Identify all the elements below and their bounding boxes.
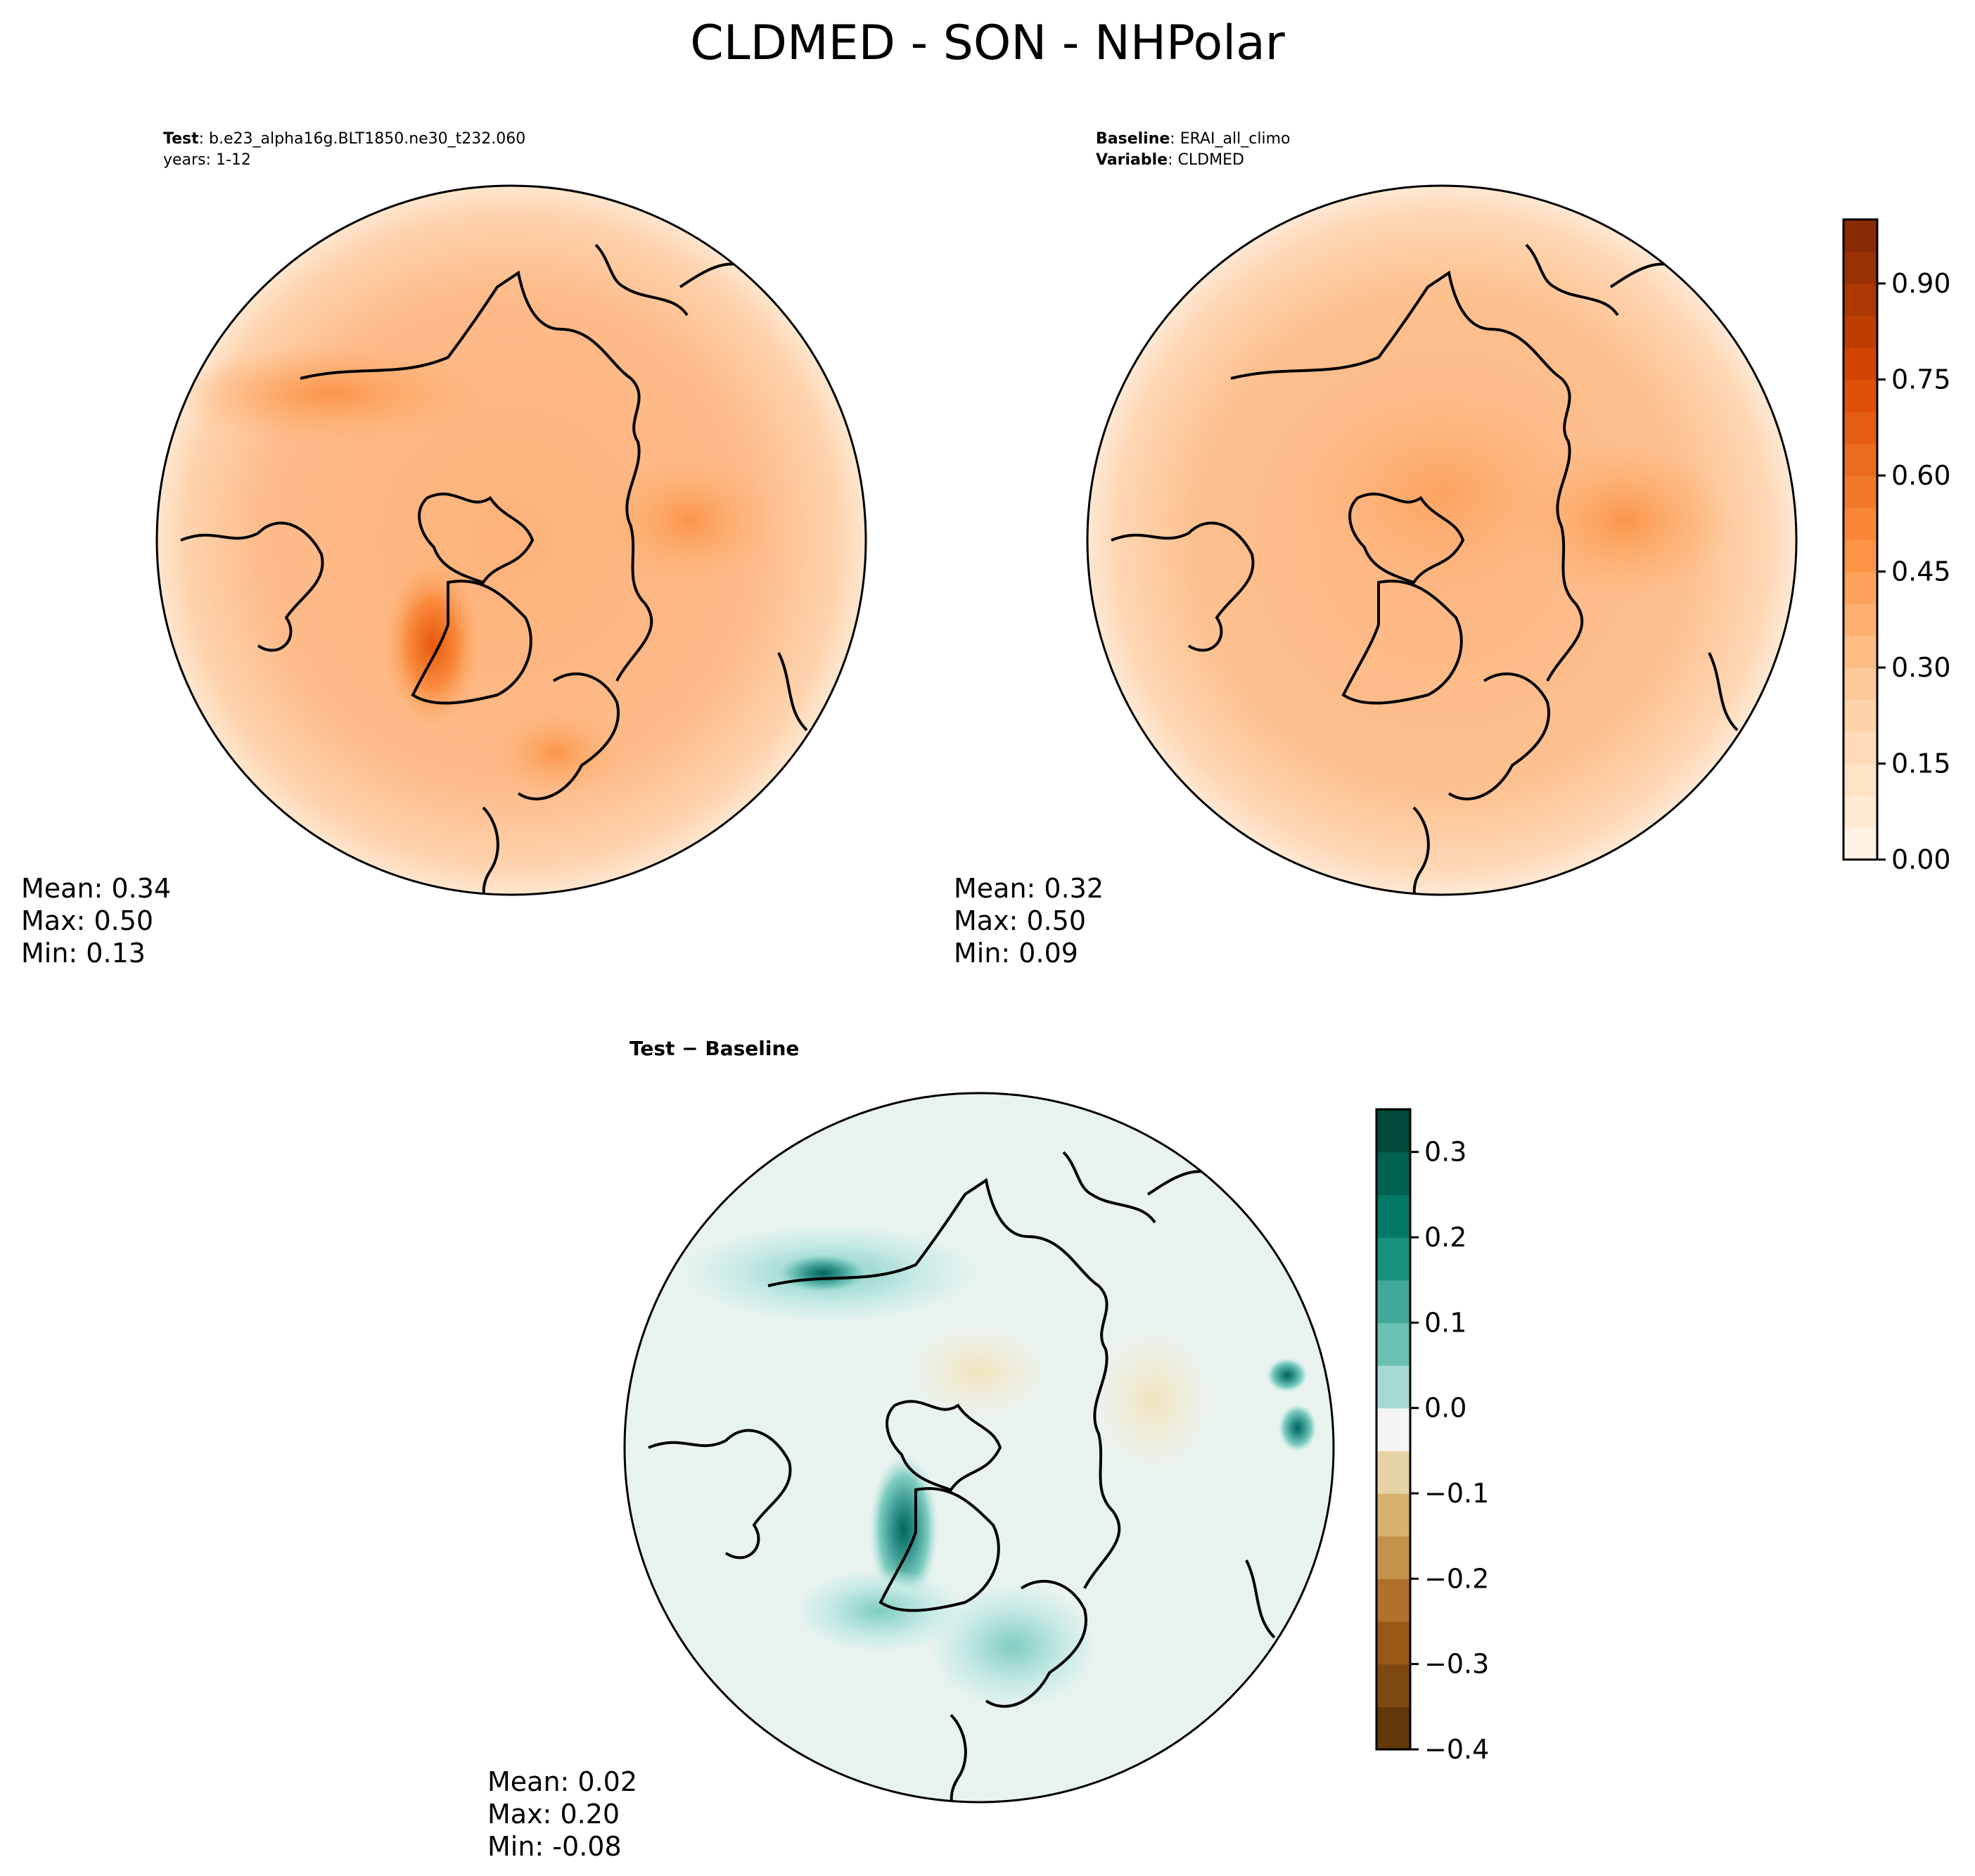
test-stats: Mean: 0.34 Max: 0.50 Min: 0.13 (21, 872, 171, 969)
colorbar-frame (1375, 1108, 1412, 1751)
figure-title: CLDMED - SON - NHPolar (690, 15, 1285, 71)
colorbar-segment (1843, 732, 1877, 765)
colorbar-tick-label: 0.60 (1891, 460, 1951, 491)
baseline-mean: Mean: 0.32 (954, 873, 1104, 904)
diff-mean: Mean: 0.02 (487, 1766, 638, 1797)
colorbar-segment (1843, 411, 1877, 445)
colorbar-tick-label: −0.2 (1424, 1563, 1489, 1594)
colorbar-segment (1376, 1578, 1410, 1622)
test-label-value: b.e23_alpha16g.BLT1850.ne30_t232.060 (209, 130, 526, 148)
colorbar-segment (1376, 1109, 1410, 1153)
colorbar-segment (1376, 1536, 1410, 1579)
colorbar-tick-label: 0.2 (1424, 1222, 1466, 1253)
colorbar-segment (1376, 1493, 1410, 1537)
diff-map (623, 1092, 1335, 1804)
colorbar-segment (1843, 540, 1877, 573)
colorbar-segment (1843, 443, 1877, 476)
colorbar-segment (1843, 476, 1877, 509)
colorbar-tick-label: 0.90 (1891, 268, 1951, 299)
colorbar-tick-label: 0.30 (1891, 652, 1951, 683)
baseline-variable-value: CLDMED (1177, 151, 1244, 169)
baseline-max: Max: 0.50 (954, 905, 1087, 936)
colorbar-segment (1843, 796, 1877, 829)
colorbar-segment (1843, 571, 1877, 604)
colorbar-segment (1376, 1151, 1410, 1195)
colorbar-segment (1376, 1621, 1410, 1665)
colorbar-segment (1843, 251, 1877, 284)
colorbar-segment (1843, 699, 1877, 732)
baseline-map (1086, 184, 1798, 896)
colorbar-segment (1843, 283, 1877, 317)
colorbar-tick-label: −0.4 (1424, 1734, 1489, 1765)
colorbar-segment (1843, 507, 1877, 540)
colorbar-segment (1843, 635, 1877, 668)
baseline-panel-header: Baseline: ERAI_all_climo Variable: CLDME… (1096, 130, 1291, 169)
test-label-key: Test (163, 130, 199, 148)
colorbar-segment (1843, 827, 1877, 860)
colorbar-segment (1843, 315, 1877, 348)
diff-panel-title: Test − Baseline (629, 1037, 800, 1060)
colorbar-segment (1843, 219, 1877, 253)
colorbar-segment (1376, 1450, 1410, 1494)
colorbar-tick-label: 0.0 (1424, 1393, 1466, 1424)
baseline-stats: Mean: 0.32 Max: 0.50 Min: 0.09 (954, 872, 1104, 969)
colorbar-segment (1843, 379, 1877, 412)
test-years: years: 1-12 (163, 151, 251, 169)
colorbar-segment (1376, 1280, 1410, 1323)
colorbar-main: 0.00 0.15 0.30 0.45 0.60 0.75 0.90 (1842, 218, 1951, 875)
colorbar-segment (1843, 668, 1877, 701)
diff-stats: Mean: 0.02 Max: 0.20 Min: -0.08 (487, 1766, 637, 1863)
diff-min: Min: -0.08 (487, 1831, 622, 1862)
colorbar-segment (1376, 1706, 1410, 1750)
colorbar-tick-label: 0.45 (1891, 556, 1951, 587)
colorbar-segment (1376, 1408, 1410, 1451)
test-mean: Mean: 0.34 (21, 873, 172, 904)
colorbar-frame (1842, 218, 1879, 861)
colorbar-segment (1843, 763, 1877, 796)
test-map (155, 184, 867, 896)
baseline-label-key: Baseline (1096, 130, 1170, 148)
test-min: Min: 0.13 (21, 938, 146, 969)
colorbar-segment (1376, 1664, 1410, 1707)
colorbar-segment (1376, 1365, 1410, 1409)
test-panel-header: Test: b.e23_alpha16g.BLT1850.ne30_t232.0… (163, 129, 525, 171)
baseline-variable-key: Variable (1096, 151, 1168, 169)
colorbar-tick-label: 0.75 (1891, 364, 1951, 395)
colorbar-tick-label: 0.15 (1891, 748, 1951, 779)
colorbar-diff: −0.4 −0.3 −0.2 −0.1 0.0 0.1 0.2 0.3 (1375, 1108, 1489, 1765)
baseline-label-value: ERAI_all_climo (1180, 130, 1291, 148)
test-max: Max: 0.50 (21, 905, 154, 936)
colorbar-tick-label: −0.3 (1424, 1649, 1489, 1680)
colorbar-segment (1843, 604, 1877, 637)
colorbar-segment (1376, 1237, 1410, 1281)
colorbar-tick-label: 0.1 (1424, 1307, 1466, 1338)
colorbar-tick-label: 0.00 (1891, 844, 1951, 875)
colorbar-tick-label: −0.1 (1424, 1478, 1489, 1509)
colorbar-segment (1376, 1322, 1410, 1366)
colorbar-segment (1843, 347, 1877, 381)
colorbar-segment (1376, 1194, 1410, 1238)
colorbar-tick-label: 0.3 (1424, 1137, 1466, 1168)
baseline-min: Min: 0.09 (954, 938, 1078, 969)
diff-max: Max: 0.20 (487, 1799, 620, 1830)
